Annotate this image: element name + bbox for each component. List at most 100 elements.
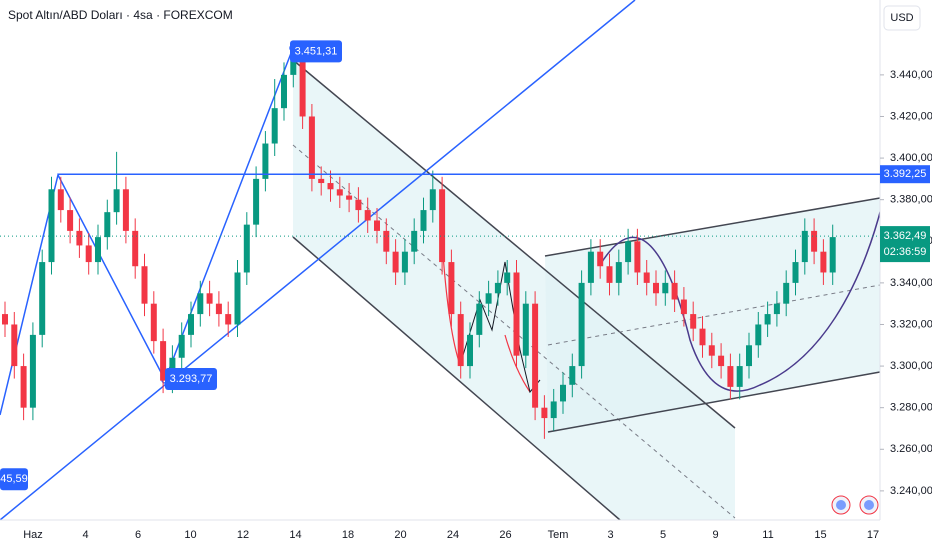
candle-body <box>727 366 734 387</box>
candle-body <box>736 366 743 387</box>
x-tick-label: 15 <box>814 529 826 541</box>
candle-body <box>20 366 27 408</box>
candle-body <box>122 189 129 231</box>
rising-channel-fill <box>545 198 880 432</box>
candle-body <box>420 210 427 231</box>
candle-body <box>643 272 650 283</box>
candle-body <box>448 262 455 315</box>
candle-body <box>392 251 399 273</box>
candle-body <box>215 303 222 315</box>
candle-body <box>48 189 55 263</box>
candle-body <box>699 328 706 346</box>
candle-body <box>411 230 418 252</box>
candle-body <box>67 210 74 231</box>
level-label: 3.392,25 <box>884 168 927 180</box>
candle-body <box>522 303 529 356</box>
event-icon-flag <box>864 500 874 510</box>
candle-body <box>634 241 641 273</box>
x-tick-label: 11 <box>762 529 773 541</box>
x-tick-label: 3 <box>607 529 613 541</box>
candle-body <box>308 116 315 179</box>
candle-body <box>718 355 725 367</box>
candle-body <box>773 303 780 315</box>
candle-body <box>113 189 120 213</box>
price-annotation-box <box>290 40 342 63</box>
last-price-box <box>880 226 930 263</box>
candle-body <box>690 314 697 329</box>
candle-body <box>318 178 325 184</box>
currency-button[interactable] <box>883 5 921 31</box>
candle-body <box>494 282 501 294</box>
candle-body <box>262 143 269 179</box>
price-annotation-label: 45,59 <box>0 473 28 485</box>
channel-line <box>547 371 881 433</box>
price-annotation-box <box>165 368 217 391</box>
candle-body <box>281 74 287 109</box>
candle-body <box>234 272 241 325</box>
candle-body <box>104 212 111 238</box>
x-tick-label: Tem <box>548 529 569 541</box>
candle-body <box>439 189 446 263</box>
candle-body <box>336 189 343 196</box>
candle-body <box>299 58 306 117</box>
candle-body <box>29 334 36 408</box>
candle-body <box>225 314 232 325</box>
candle-body <box>327 183 334 190</box>
currency-label[interactable]: USD <box>890 12 913 24</box>
channel-line <box>292 59 736 429</box>
candle-body <box>708 345 715 356</box>
y-tick-label: 3.320,00 <box>890 318 932 330</box>
candle-body <box>39 262 46 335</box>
candle-body <box>550 401 557 419</box>
candle-body <box>457 314 464 367</box>
candle-body <box>346 195 353 200</box>
candle-body <box>243 224 250 273</box>
y-tick-label: 3.280,00 <box>890 402 932 414</box>
candle-body <box>197 293 204 315</box>
x-tick-label: 12 <box>237 529 249 541</box>
x-tick-label: 17 <box>867 529 879 541</box>
candle-body <box>141 266 148 304</box>
trend-line <box>0 0 636 521</box>
candle-body <box>569 366 576 385</box>
candle-body <box>653 282 659 294</box>
x-tick-label: 9 <box>712 529 718 541</box>
candle-body <box>485 293 492 304</box>
x-tick-label: Haz <box>23 529 43 541</box>
candle-body <box>364 210 371 221</box>
candle-body <box>401 251 408 273</box>
candle-body <box>95 237 101 263</box>
candle-body <box>57 189 64 211</box>
x-tick-label: 10 <box>184 529 196 541</box>
price-axis <box>880 0 932 550</box>
candle-body <box>746 345 752 367</box>
candle-body <box>560 384 566 402</box>
x-tick-label: 5 <box>660 529 666 541</box>
chart-title: Spot Altın/ABD Doları · 4sa · FOREXCOM <box>8 8 233 22</box>
candle-body <box>76 230 83 246</box>
candle-body <box>85 245 92 263</box>
price-annotation-label: 3.293,77 <box>170 373 213 385</box>
candle-body <box>271 108 278 144</box>
candle-body <box>671 282 678 300</box>
x-tick-label: 6 <box>135 529 141 541</box>
candle-body <box>615 262 622 283</box>
candle-body <box>178 334 185 358</box>
countdown-label: 02:36:59 <box>884 246 927 258</box>
candle-body <box>680 299 687 315</box>
candle-body <box>820 251 827 273</box>
candle-body <box>253 178 260 225</box>
x-tick-label: 14 <box>289 529 301 541</box>
candle-body <box>160 341 167 381</box>
zigzag-line <box>0 47 294 416</box>
channel-line <box>292 236 621 521</box>
y-tick-label: 3.440,00 <box>890 69 932 81</box>
candle-body <box>132 230 139 267</box>
x-tick-label: 24 <box>447 529 459 541</box>
y-tick-label: 3.240,00 <box>890 485 932 497</box>
y-tick-label: 3.400,00 <box>890 152 932 164</box>
y-tick-label: 3.300,00 <box>890 360 932 372</box>
cup-curve <box>599 204 883 392</box>
y-tick-label: 3.380,00 <box>890 194 932 206</box>
price-annotation-label: 3.451,31 <box>295 45 338 57</box>
